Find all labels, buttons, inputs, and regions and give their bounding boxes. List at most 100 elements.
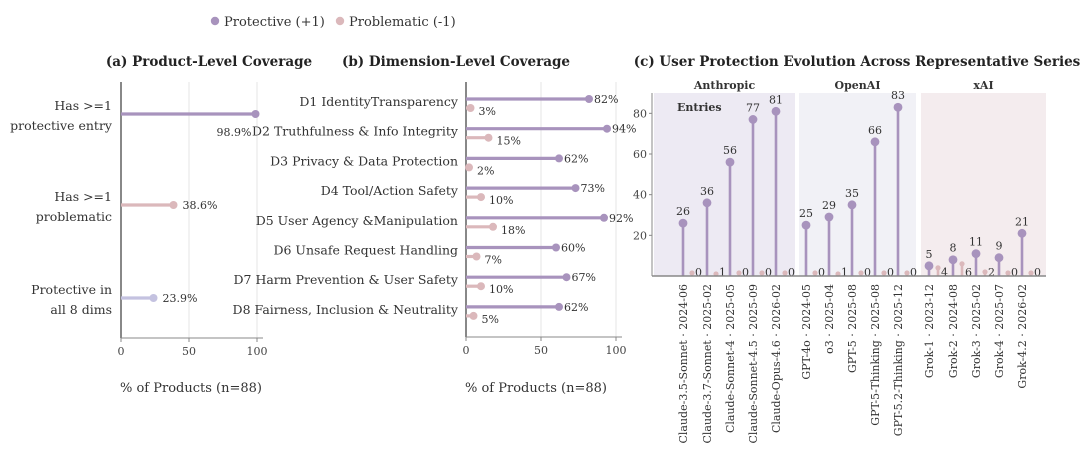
panel-c-protective-dot — [994, 253, 1004, 263]
panel-c-problematic-value-label: 0 — [910, 266, 917, 279]
panel-a-title: (a) Product-Level Coverage — [106, 54, 312, 70]
panel-c-problematic-value-label: 6 — [965, 266, 972, 279]
panel-c-problematic-value-label: 0 — [742, 266, 749, 279]
legend-marker-protective — [210, 16, 220, 26]
panel-a-category-label: problematic — [36, 209, 112, 224]
panel-a-category-label: Protective in — [31, 282, 112, 297]
panel-c-group-label: Anthropic — [693, 79, 756, 92]
panel-c-protective-value-label: 81 — [769, 93, 783, 106]
panel-c-protection-evolution: (c) User Protection Evolution Across Rep… — [633, 54, 1080, 444]
panel-c-protective-value-label: 21 — [1015, 215, 1029, 228]
panel-b-protective-3-dot — [555, 154, 563, 163]
panel-b-problematic-7-dot — [477, 282, 485, 291]
panel-b-protective-5-dot — [600, 213, 608, 222]
panel-b-protective-value-label: 62% — [564, 152, 588, 165]
panel-c-protective-value-label: 36 — [700, 185, 714, 198]
panel-c-protective-value-label: 35 — [845, 187, 859, 200]
panel-c-protective-dot — [1017, 228, 1027, 238]
panel-b-protective-value-label: 60% — [561, 242, 585, 255]
panel-c-protective-value-label: 83 — [891, 89, 905, 102]
panel-c-problematic-dot — [982, 269, 988, 275]
panel-c-problematic-value-label: 0 — [864, 266, 871, 279]
panel-b-x-tick-label: 50 — [534, 344, 548, 357]
panel-b-category-label: D7 Harm Prevention & User Safety — [234, 272, 459, 287]
panel-c-problematic-dot — [904, 270, 910, 276]
panel-c-problematic-value-label: 0 — [887, 266, 894, 279]
panel-a-category-label: Has >=1 — [54, 98, 112, 113]
panel-b-protective-8-dot — [555, 302, 563, 311]
panel-c-protective-dot — [801, 220, 811, 230]
panel-b-problematic-value-label: 10% — [489, 194, 513, 207]
panel-c-y-tick-label: 80 — [633, 107, 647, 120]
panel-c-x-tick-label: Claude-Sonnet-4.5 · 2025-09 — [747, 284, 760, 444]
panel-c-protective-value-label: 11 — [969, 236, 983, 249]
panel-c-problematic-value-label: 1 — [841, 266, 848, 279]
legend-marker-problematic — [335, 16, 345, 26]
panel-a-value-label: 38.6% — [182, 199, 217, 212]
panel-b-protective-7-dot — [562, 273, 571, 282]
panel-a-value-label: 98.9% — [217, 126, 252, 139]
panel-c-x-tick-label: Claude-3.5-Sonnet · 2024-06 — [677, 284, 690, 444]
panel-c-x-tick-label: Claude-Sonnet-4 · 2025-05 — [724, 284, 737, 433]
panel-c-band-openai — [799, 93, 916, 276]
panel-b-category-label: D6 Unsafe Request Handling — [273, 243, 458, 258]
panel-a-value-label: 23.9% — [163, 292, 198, 305]
panel-c-y-tick-label: 40 — [633, 189, 647, 202]
panel-c-problematic-dot — [759, 270, 765, 276]
panel-b-problematic-2-dot — [484, 133, 493, 142]
panel-b-problematic-value-label: 2% — [477, 164, 494, 177]
panel-c-y-tick-label: 20 — [633, 229, 647, 242]
panel-b-problematic-value-label: 7% — [485, 254, 502, 267]
panel-c-group-label: xAI — [973, 79, 993, 92]
panel-a-row-2-dot — [169, 201, 178, 209]
panel-c-x-tick-label: Grok-4 · 2025-07 — [993, 284, 1006, 378]
panel-c-x-tick-label: GPT-5-Thinking · 2025-08 — [869, 284, 882, 426]
panel-c-protective-dot — [725, 157, 735, 167]
panel-a-row-1-dot — [251, 110, 260, 118]
panel-c-y-axis-label: Entries — [677, 101, 722, 114]
panel-c-protective-dot — [893, 102, 903, 112]
panel-c-problematic-dot — [881, 270, 887, 276]
panel-b-problematic-8-dot — [469, 311, 478, 320]
panel-c-protective-value-label: 25 — [799, 207, 813, 220]
panel-c-x-tick-label: GPT-5.2-Thinking · 2025-12 — [892, 284, 905, 436]
panel-c-problematic-value-label: 0 — [1011, 266, 1018, 279]
panel-a-row-3-dot — [149, 294, 158, 302]
panel-c-x-tick-label: Grok-2 · 2024-08 — [947, 284, 960, 378]
panel-b-category-label: D2 Truthfulness & Info Integrity — [252, 124, 459, 139]
legend: Protective (+1) Problematic (-1) — [210, 15, 456, 30]
panel-c-protective-value-label: 5 — [926, 248, 933, 261]
panel-a-x-axis-label: % of Products (n=88) — [120, 381, 262, 396]
panel-b-protective-2-dot — [603, 124, 611, 133]
panel-c-protective-value-label: 56 — [723, 144, 737, 157]
panel-b-protective-value-label: 73% — [581, 182, 605, 195]
panel-c-protective-value-label: 77 — [746, 101, 760, 114]
panel-c-problematic-value-label: 0 — [1034, 266, 1041, 279]
panel-c-x-tick-label: Grok-3 · 2025-02 — [970, 284, 983, 378]
panel-c-problematic-dot — [858, 270, 864, 276]
legend-label-problematic: Problematic (-1) — [349, 15, 456, 30]
panel-c-problematic-dot — [782, 270, 788, 276]
panel-c-x-tick-label: Grok-1 · 2023-12 — [923, 284, 936, 378]
panel-b-problematic-4-dot — [477, 193, 485, 202]
panel-c-problematic-dot — [1005, 270, 1011, 276]
panel-c-protective-dot — [971, 249, 981, 259]
panel-a-category-label: Has >=1 — [54, 189, 112, 204]
panel-b-protective-4-dot — [571, 184, 580, 193]
panel-b-problematic-3-dot — [465, 163, 473, 172]
panel-c-protective-value-label: 26 — [676, 205, 690, 218]
panel-c-band-anthropic — [654, 93, 795, 276]
panel-b-problematic-value-label: 15% — [497, 135, 521, 148]
panel-c-x-tick-label: Claude-3.7-Sonnet · 2025-02 — [701, 284, 714, 444]
panel-b-x-axis-label: % of Products (n=88) — [465, 381, 607, 396]
panel-c-band-xai — [921, 93, 1046, 276]
panel-b-problematic-1-dot — [466, 104, 475, 112]
panel-c-x-tick-label: GPT-4o · 2024-05 — [800, 284, 813, 380]
panel-c-problematic-value-label: 1 — [719, 266, 726, 279]
panel-b-protective-value-label: 62% — [564, 301, 588, 314]
panel-c-protective-value-label: 29 — [822, 199, 836, 212]
panel-b-category-label: D5 User Agency &Manipulation — [256, 213, 458, 228]
panel-b-protective-6-dot — [552, 243, 560, 252]
panel-c-x-tick-label: Grok-4.2 · 2026-02 — [1016, 284, 1029, 389]
panel-b-protective-value-label: 67% — [572, 271, 596, 284]
